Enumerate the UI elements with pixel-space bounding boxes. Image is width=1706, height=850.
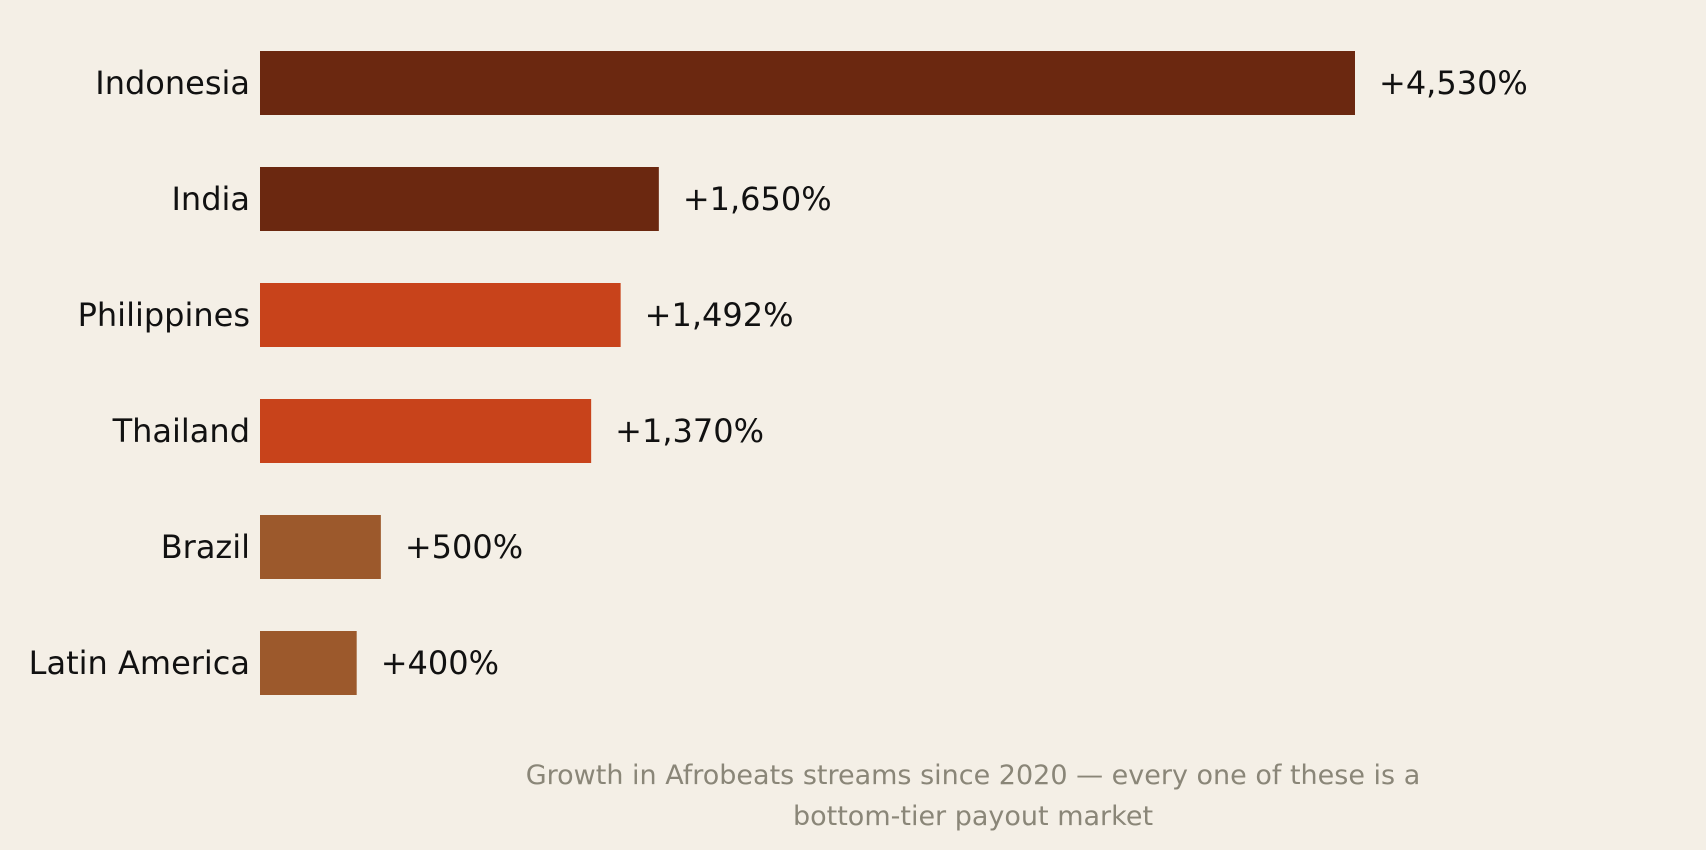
category-label: Indonesia bbox=[95, 64, 250, 102]
value-label: +4,530% bbox=[1379, 64, 1528, 102]
category-label: India bbox=[171, 180, 250, 218]
value-label: +500% bbox=[405, 528, 523, 566]
category-label: Philippines bbox=[78, 296, 250, 334]
bar-latin-america bbox=[260, 631, 357, 695]
chart-caption-line-1: Growth in Afrobeats streams since 2020 —… bbox=[526, 760, 1421, 791]
bar-indonesia bbox=[260, 51, 1355, 115]
bar-india bbox=[260, 167, 659, 231]
category-label: Brazil bbox=[161, 528, 250, 566]
bar-thailand bbox=[260, 399, 592, 463]
category-label: Latin America bbox=[29, 644, 250, 682]
bar-brazil bbox=[260, 515, 381, 579]
value-label: +1,370% bbox=[615, 412, 764, 450]
value-label: +1,492% bbox=[645, 296, 794, 334]
chart-caption-line-2: bottom-tier payout market bbox=[793, 801, 1153, 832]
value-label: +1,650% bbox=[683, 180, 832, 218]
value-labels-group: +4,530% +1,650% +1,492% +1,370% +500% +400% bbox=[381, 64, 1528, 682]
bar-philippines bbox=[260, 283, 621, 347]
category-label: Thailand bbox=[112, 412, 250, 450]
value-label: +400% bbox=[381, 644, 499, 682]
bars-group bbox=[260, 51, 1355, 695]
category-labels-group: Indonesia India Philippines Thailand Brazil L… bbox=[29, 64, 250, 682]
